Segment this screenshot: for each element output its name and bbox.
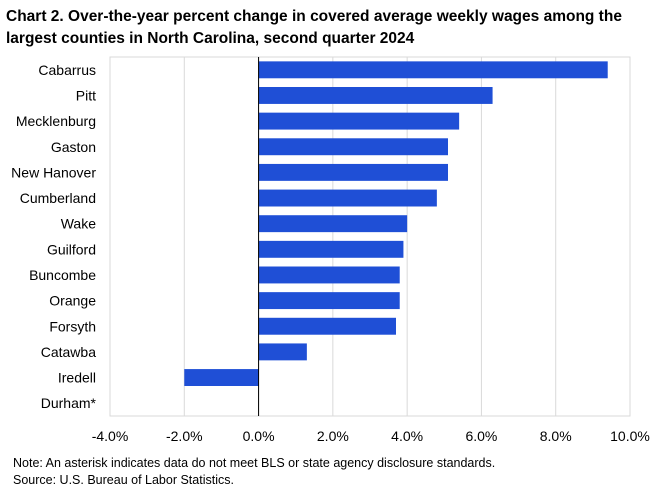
category-label: New Hanover [11, 164, 96, 180]
bar-iredell [184, 369, 259, 386]
chart-source: Source: U.S. Bureau of Labor Statistics. [13, 473, 234, 487]
plot-area [109, 56, 631, 417]
category-label: Gaston [51, 139, 96, 155]
category-label: Guilford [47, 241, 96, 257]
category-label: Cabarrus [38, 62, 96, 78]
x-tick-label: -2.0% [166, 428, 203, 444]
category-label: Pitt [76, 87, 96, 103]
x-tick-label: 10.0% [610, 428, 650, 444]
bar-guilford [258, 240, 404, 258]
category-label: Buncombe [29, 267, 96, 283]
category-label: Orange [49, 293, 96, 309]
bar-mecklenburg [258, 112, 460, 130]
category-label: Catawba [41, 344, 96, 360]
category-label: Forsyth [49, 318, 96, 334]
bar-cabarrus [258, 61, 608, 79]
bar-buncombe [258, 266, 400, 284]
category-label: Durham* [41, 395, 97, 411]
bar-new-hanover [258, 163, 448, 181]
x-tick-label: 0.0% [243, 428, 275, 444]
chart-title: Chart 2. Over-the-year percent change in… [6, 8, 622, 47]
x-tick-label: 6.0% [465, 428, 497, 444]
category-label: Cumberland [20, 190, 96, 206]
x-tick-label: -4.0% [92, 428, 129, 444]
x-tick-label: 8.0% [540, 428, 572, 444]
category-label: Iredell [58, 370, 96, 386]
chart-note: Note: An asterisk indicates data do not … [13, 456, 496, 470]
x-tick-label: 4.0% [391, 428, 423, 444]
category-label: Mecklenburg [16, 113, 96, 129]
category-label: Wake [61, 216, 96, 232]
bar-pitt [258, 87, 493, 104]
bar-catawba [258, 343, 307, 361]
bar-cumberland [258, 189, 437, 207]
bar-wake [258, 215, 408, 233]
bar-orange [258, 292, 400, 310]
bar-gaston [258, 138, 448, 156]
bar-forsyth [258, 317, 396, 335]
x-tick-label: 2.0% [317, 428, 349, 444]
